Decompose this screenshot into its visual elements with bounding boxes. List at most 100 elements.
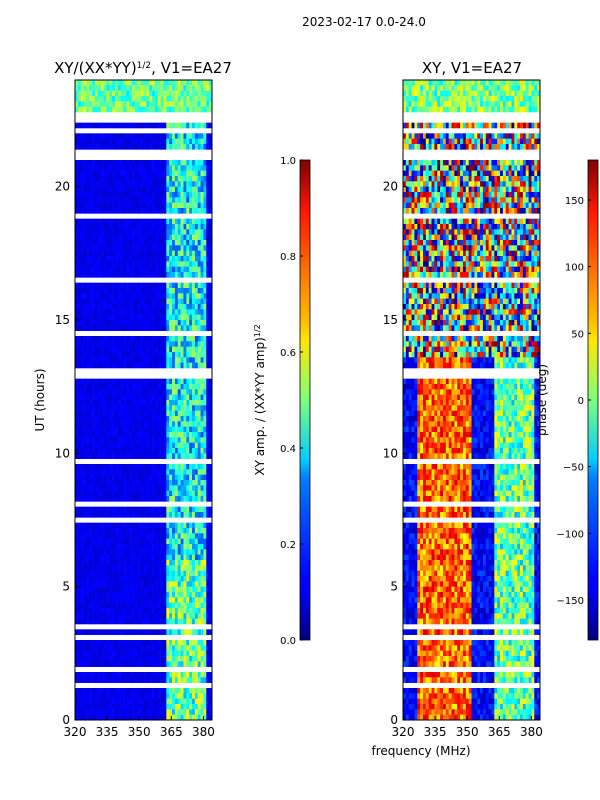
heatmap-cell <box>140 544 144 550</box>
heatmap-cell <box>177 314 181 321</box>
heatmap-cell <box>140 586 144 593</box>
heatmap-cell <box>206 464 210 470</box>
heatmap-cell <box>106 560 110 566</box>
heatmap-cell <box>177 629 181 635</box>
heatmap-cell <box>120 192 124 198</box>
heatmap-cell <box>203 197 207 203</box>
heatmap-cell <box>163 522 167 529</box>
heatmap-cell <box>146 410 150 417</box>
heatmap-cell <box>114 261 119 267</box>
heatmap-cell <box>203 480 207 486</box>
heatmap-cell <box>177 640 181 646</box>
heatmap-cell <box>166 101 170 107</box>
heatmap-cell <box>103 245 107 251</box>
heatmap-cell <box>154 170 159 177</box>
heatmap-cell <box>186 480 190 486</box>
heatmap-cell <box>117 640 121 646</box>
heatmap-cell <box>100 314 104 321</box>
heatmap-cell <box>129 522 133 529</box>
heatmap-cell <box>194 288 199 294</box>
heatmap-cell <box>94 80 99 86</box>
heatmap-cell <box>83 410 87 417</box>
heatmap-cell <box>109 693 113 699</box>
heatmap-cell <box>100 282 104 289</box>
heatmap-cell <box>120 565 124 571</box>
heatmap-cell <box>137 661 141 667</box>
heatmap-cell <box>120 304 124 310</box>
heatmap-cell <box>100 336 104 342</box>
heatmap-cell <box>112 421 116 427</box>
heatmap-cell <box>180 677 184 683</box>
heatmap-cell <box>86 293 90 299</box>
heatmap-cell <box>126 490 130 497</box>
heatmap-cell <box>132 485 136 491</box>
heatmap-cell <box>180 464 184 470</box>
heatmap-cell <box>132 522 136 529</box>
heatmap-cell <box>203 362 207 369</box>
heatmap-cell <box>86 266 90 273</box>
heatmap-cell <box>132 176 136 182</box>
heatmap-cell <box>200 672 204 678</box>
heatmap-cell <box>109 554 113 561</box>
heatmap-cell <box>100 357 104 363</box>
heatmap-cell <box>152 416 156 422</box>
heatmap-cell <box>117 544 121 550</box>
heatmap-cell <box>197 384 201 390</box>
heatmap-cell <box>106 384 110 390</box>
heatmap-cell <box>106 133 110 139</box>
heatmap-cell <box>177 512 181 518</box>
heatmap-cell <box>77 597 81 603</box>
heatmap-cell <box>192 389 196 395</box>
heatmap-cell <box>80 592 84 598</box>
heatmap-cell <box>157 469 161 475</box>
heatmap-cell <box>132 352 136 358</box>
heatmap-cell <box>140 346 144 353</box>
heatmap-cell <box>134 592 139 598</box>
heatmap-cell <box>180 250 184 257</box>
heatmap-cell <box>180 85 184 91</box>
heatmap-cell <box>114 512 119 518</box>
heatmap-cell <box>92 309 96 315</box>
heatmap-cell <box>146 576 150 582</box>
heatmap-cell <box>117 586 121 593</box>
heatmap-cell <box>126 650 130 657</box>
heatmap-cell <box>132 714 136 721</box>
heatmap-cell <box>80 314 84 321</box>
heatmap-cell <box>86 176 90 182</box>
heatmap-cell <box>143 565 147 571</box>
heatmap-cell <box>209 138 213 145</box>
heatmap-cell <box>166 272 170 278</box>
heatmap-cell <box>89 522 93 529</box>
heatmap-cell <box>183 357 187 363</box>
heatmap-cell <box>200 197 204 203</box>
heatmap-cell <box>117 528 121 534</box>
heatmap-cell <box>192 474 196 481</box>
heatmap-cell <box>154 320 159 326</box>
heatmap-cell <box>77 432 81 438</box>
heatmap-cell <box>149 672 153 678</box>
heatmap-cell <box>149 474 153 481</box>
heatmap-cell <box>183 160 187 166</box>
heatmap-cell <box>163 538 167 545</box>
heatmap-cell <box>137 570 141 577</box>
heatmap-cell <box>120 485 124 491</box>
heatmap-cell <box>126 549 130 555</box>
heatmap-cell <box>180 421 184 427</box>
heatmap-cell <box>80 250 84 257</box>
heatmap-cell <box>209 309 213 315</box>
heatmap-cell <box>180 400 184 406</box>
heatmap-cell <box>114 522 119 529</box>
heatmap-cell <box>89 336 93 342</box>
heatmap-cell <box>200 522 204 529</box>
heatmap-cell <box>109 80 113 86</box>
heatmap-cell <box>192 384 196 390</box>
heatmap-cell <box>137 709 141 715</box>
heatmap-cell <box>192 560 196 566</box>
heatmap-cell <box>94 272 99 278</box>
heatmap-cell <box>106 362 110 369</box>
heatmap-cell <box>180 229 184 235</box>
heatmap-cell <box>92 122 96 129</box>
heatmap-cell <box>109 202 113 209</box>
heatmap-cell <box>134 282 139 289</box>
heatmap-cell <box>86 581 90 587</box>
